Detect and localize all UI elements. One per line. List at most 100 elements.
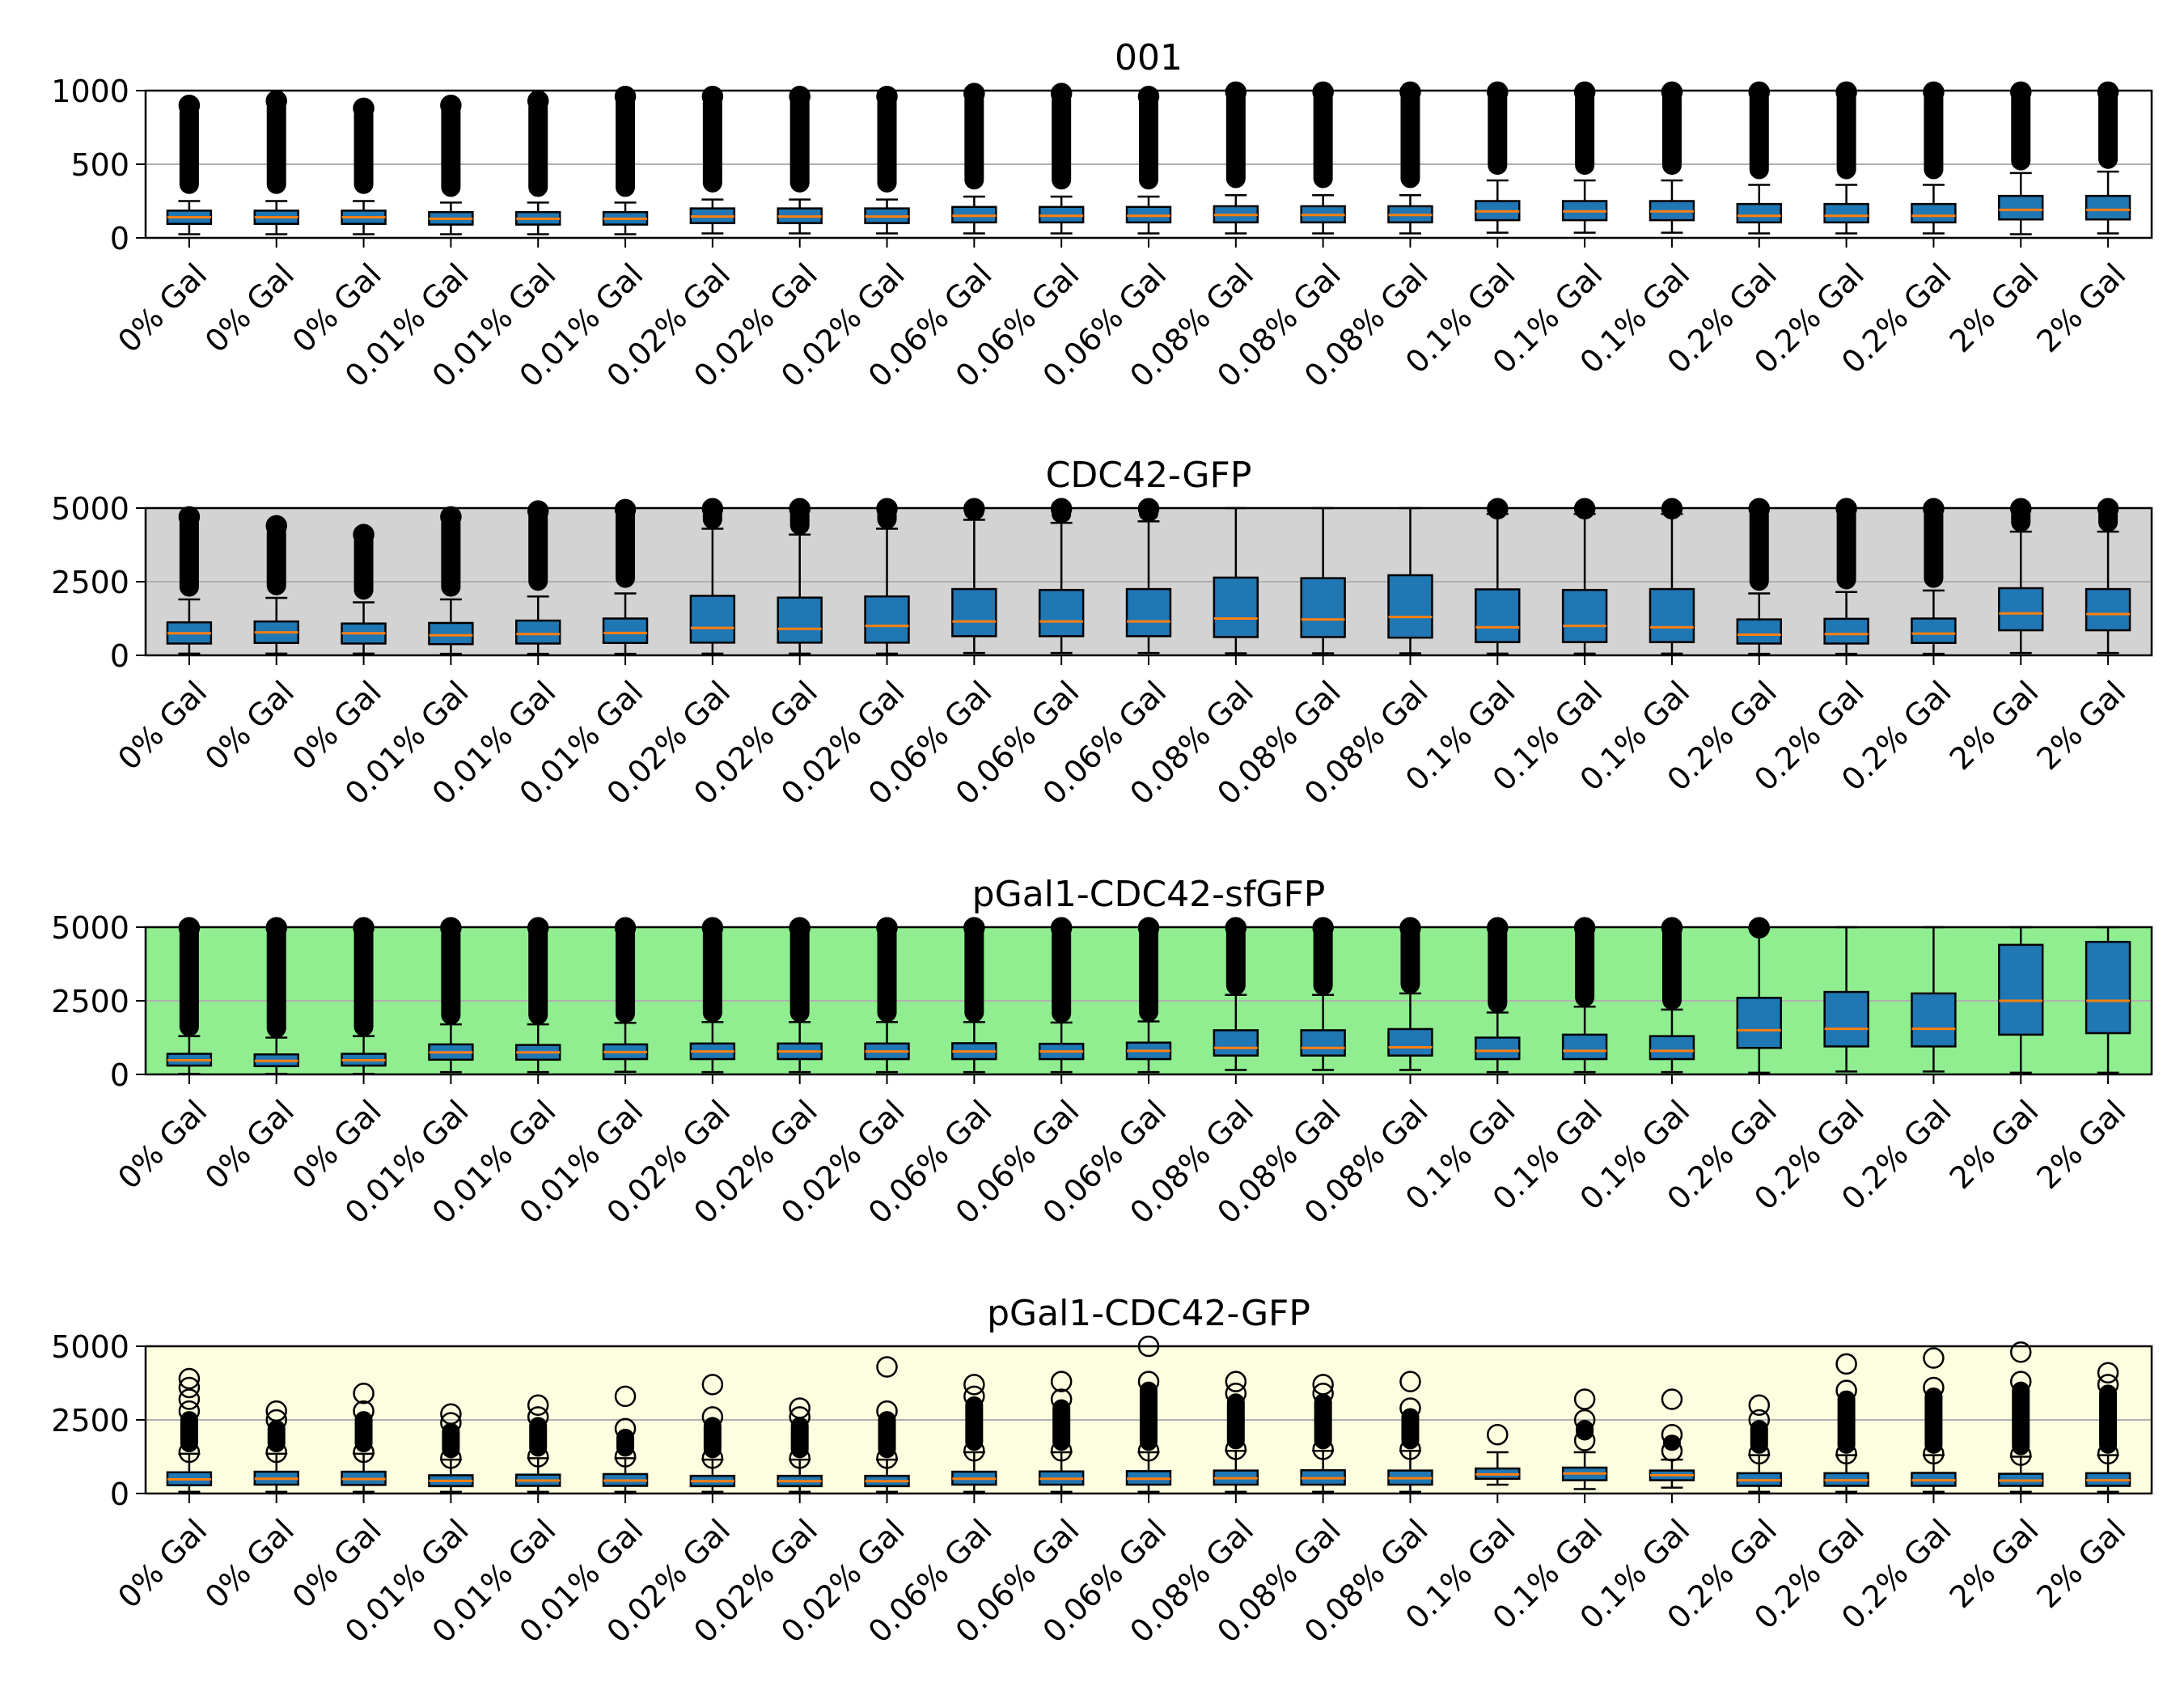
boxplot-1 xyxy=(166,1367,213,1494)
outlier-band xyxy=(965,1396,984,1451)
boxplot-2 xyxy=(253,917,299,1075)
box-iqr xyxy=(1823,617,1869,645)
outlier-band xyxy=(1749,88,1769,180)
x-tick-label: 0% Gal xyxy=(111,256,214,359)
box-iqr xyxy=(1300,1029,1346,1057)
box-iqr xyxy=(1475,1036,1521,1061)
box-iqr xyxy=(515,619,561,645)
outlier-band xyxy=(179,102,199,194)
outlier-point xyxy=(789,86,811,108)
outlier-point xyxy=(876,1356,898,1378)
outlier-band xyxy=(1924,505,1944,588)
boxplot-8 xyxy=(777,917,823,1074)
boxplot-14 xyxy=(1300,1374,1346,1494)
boxplot-21 xyxy=(1911,498,1957,655)
outlier-point xyxy=(963,1374,985,1396)
boxplot-21 xyxy=(1911,926,1957,1073)
outlier-band xyxy=(789,93,810,193)
y-tick-label: 2500 xyxy=(51,565,129,600)
outlier-band xyxy=(702,93,722,193)
outlier-band xyxy=(528,924,548,1025)
x-tick-label: 0% Gal xyxy=(111,674,214,777)
outlier-band xyxy=(1225,88,1246,189)
boxplot-8 xyxy=(777,1397,823,1494)
outlier-band xyxy=(353,104,374,194)
boxplot-2 xyxy=(253,1400,299,1494)
outlier-band xyxy=(1052,924,1072,1023)
boxplot-5 xyxy=(515,90,561,235)
boxplot-7 xyxy=(689,1374,736,1494)
x-tick-label: 2% Gal xyxy=(2030,256,2132,359)
outlier-band xyxy=(2099,1384,2118,1454)
boxplot-12 xyxy=(1125,1335,1172,1494)
outlier-band xyxy=(1225,924,1246,996)
boxplot-23 xyxy=(2085,1362,2131,1494)
outlier-point xyxy=(527,500,549,522)
outlier-point xyxy=(1399,1371,1421,1392)
x-tick-label: 0% Gal xyxy=(198,256,301,359)
box-iqr xyxy=(1038,588,1085,638)
outlier-band xyxy=(1052,1399,1071,1451)
y-tick-label: 0 xyxy=(110,1057,129,1093)
outlier-band xyxy=(179,513,199,597)
x-tick-label: 2% Gal xyxy=(1943,1512,2046,1615)
y-tick-label: 0 xyxy=(110,1477,129,1512)
outlier-point xyxy=(2010,81,2032,104)
axes-frame xyxy=(144,89,2153,239)
outlier-band xyxy=(2011,88,2031,171)
box-iqr xyxy=(864,595,910,644)
outlier-point xyxy=(701,1374,724,1396)
outlier-point xyxy=(614,1385,637,1408)
box-iqr xyxy=(2085,940,2131,1035)
outlier-band xyxy=(1488,924,1508,1013)
outlier-point xyxy=(2097,81,2119,104)
box-iqr xyxy=(1649,1035,1695,1061)
boxplot-1 xyxy=(166,917,213,1075)
boxplot-9 xyxy=(864,498,910,655)
box-iqr xyxy=(1475,588,1521,643)
outlier-band xyxy=(180,1411,198,1453)
box-iqr xyxy=(1300,577,1346,638)
outlier-band xyxy=(616,1428,635,1457)
box-iqr xyxy=(1649,587,1695,643)
boxplot-16 xyxy=(1475,917,1521,1074)
boxplot-6 xyxy=(602,1385,649,1494)
boxplot-7 xyxy=(689,917,736,1074)
outlier-point xyxy=(353,97,375,120)
boxplot-21 xyxy=(1911,81,1957,235)
outlier-point xyxy=(440,506,462,528)
outlier-band xyxy=(1836,88,1856,180)
outlier-point xyxy=(876,86,898,108)
outlier-point xyxy=(614,498,637,521)
outlier-band xyxy=(1661,924,1682,1011)
outlier-point xyxy=(1312,81,1334,104)
boxplot-16 xyxy=(1475,1423,1521,1486)
box-iqr xyxy=(1823,990,1869,1048)
box-iqr xyxy=(1998,587,2044,632)
outlier-band xyxy=(1750,1420,1768,1454)
boxplot-14 xyxy=(1300,81,1346,235)
box-iqr xyxy=(1736,202,1782,224)
box-iqr xyxy=(602,617,649,644)
outlier-band xyxy=(616,924,636,1023)
outlier-point xyxy=(353,523,375,546)
boxplot-10 xyxy=(951,83,997,235)
outlier-band xyxy=(1836,505,1856,590)
boxplot-15 xyxy=(1387,81,1433,235)
outlier-point xyxy=(178,1376,201,1399)
boxplot-15 xyxy=(1387,506,1433,655)
boxplot-23 xyxy=(2085,81,2131,235)
outlier-point xyxy=(1923,81,1945,104)
box-iqr xyxy=(1387,1027,1433,1057)
boxplot-5 xyxy=(515,1394,561,1494)
outlier-band xyxy=(1400,88,1420,189)
boxplot-12 xyxy=(1125,86,1172,235)
box-iqr xyxy=(428,621,474,646)
outlier-band xyxy=(442,1422,460,1459)
x-tick-label: 0% Gal xyxy=(111,1093,214,1196)
boxplot-11 xyxy=(1038,917,1085,1074)
boxplot-10 xyxy=(951,1374,997,1494)
box-iqr xyxy=(1561,1033,1608,1061)
y-tick-label: 5000 xyxy=(51,491,129,527)
